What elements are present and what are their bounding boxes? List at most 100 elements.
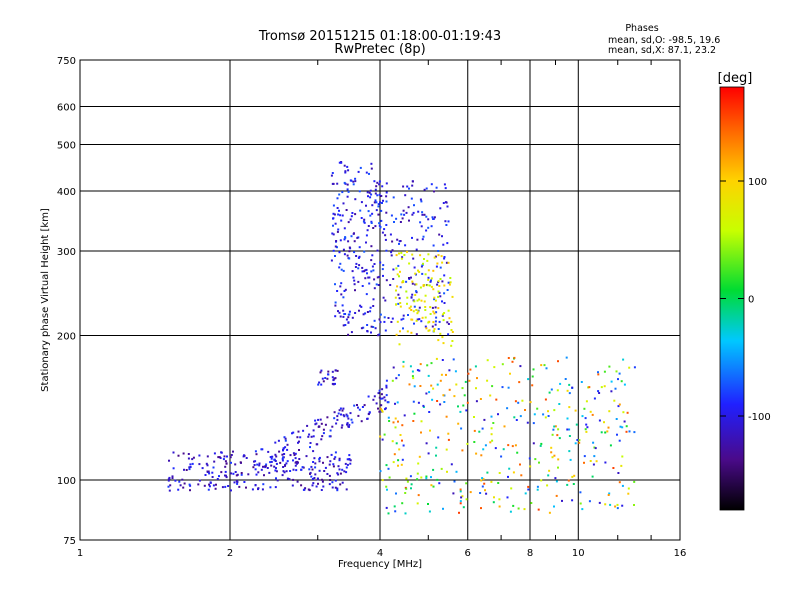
data-point <box>446 289 449 291</box>
data-point <box>372 326 375 328</box>
data-point <box>543 364 546 367</box>
data-point <box>339 315 342 318</box>
data-point <box>432 269 435 272</box>
data-point <box>332 383 335 386</box>
data-point <box>336 290 339 292</box>
data-point <box>460 427 463 430</box>
data-point <box>167 485 170 488</box>
data-point <box>455 470 458 473</box>
data-point <box>354 312 357 314</box>
data-point <box>421 316 424 319</box>
x-tick-label: 6 <box>465 548 471 559</box>
data-point <box>309 442 312 444</box>
data-point <box>433 330 435 333</box>
data-point <box>585 400 588 403</box>
data-point <box>235 474 238 477</box>
data-point <box>612 467 615 469</box>
data-point <box>385 200 388 203</box>
data-point <box>281 474 284 477</box>
data-point <box>284 464 286 467</box>
data-point <box>427 226 430 229</box>
data-point <box>365 171 368 174</box>
data-point <box>476 377 478 380</box>
data-point <box>427 321 430 324</box>
data-point <box>579 502 582 505</box>
data-point <box>424 294 427 297</box>
data-point <box>432 321 435 324</box>
data-point <box>324 466 327 469</box>
data-point <box>318 469 321 472</box>
data-point <box>399 270 401 273</box>
data-point <box>489 441 492 444</box>
data-point <box>389 284 392 286</box>
data-point <box>399 305 402 308</box>
data-point <box>375 201 378 204</box>
data-point <box>203 484 206 487</box>
data-point <box>400 251 403 254</box>
data-point <box>297 441 299 444</box>
data-point <box>191 462 194 465</box>
data-point <box>628 430 631 433</box>
data-point <box>442 243 445 246</box>
data-point <box>433 296 436 299</box>
data-point <box>388 476 391 479</box>
data-point <box>351 212 354 214</box>
data-point <box>410 331 413 334</box>
data-point <box>598 419 601 422</box>
data-point <box>378 275 381 278</box>
data-point <box>385 394 388 397</box>
data-point <box>607 494 610 496</box>
data-point <box>574 409 577 412</box>
data-point <box>332 233 335 236</box>
data-point <box>313 477 316 479</box>
data-point <box>335 422 338 425</box>
colorbar-tick-label: 0 <box>748 295 754 306</box>
data-point <box>484 444 487 447</box>
data-point <box>449 281 452 284</box>
data-point <box>376 181 379 184</box>
data-point <box>545 367 548 370</box>
data-point <box>286 443 289 446</box>
data-point <box>578 439 581 442</box>
data-point <box>521 399 524 402</box>
data-point <box>385 211 388 214</box>
data-point <box>363 404 366 407</box>
data-point <box>369 196 372 199</box>
data-point <box>353 283 356 286</box>
chart-subtitle: RwPretec (8p) <box>334 42 425 57</box>
data-point <box>378 183 381 186</box>
data-point <box>417 310 420 313</box>
data-point <box>311 478 314 480</box>
data-point <box>485 492 488 495</box>
data-point <box>439 295 442 298</box>
data-point <box>438 285 441 287</box>
data-point <box>379 321 382 324</box>
data-point <box>430 183 433 186</box>
data-point <box>355 255 358 257</box>
data-point <box>282 447 285 450</box>
data-point <box>399 434 402 436</box>
data-point <box>425 477 428 480</box>
data-point <box>347 240 350 243</box>
data-point <box>312 450 315 453</box>
data-point <box>424 325 427 328</box>
data-point <box>183 482 186 485</box>
data-point <box>479 398 482 400</box>
data-point <box>221 486 224 489</box>
data-point <box>508 467 511 470</box>
data-point <box>524 409 526 411</box>
data-point <box>282 456 285 459</box>
data-point <box>468 379 471 382</box>
data-point <box>589 410 592 413</box>
data-point <box>447 333 450 336</box>
data-point <box>311 468 314 471</box>
data-point <box>338 311 341 314</box>
data-point <box>358 264 361 267</box>
data-point <box>302 429 305 432</box>
data-point <box>482 448 485 451</box>
data-point <box>529 401 532 404</box>
data-point <box>277 439 280 442</box>
data-point <box>418 306 421 309</box>
data-point <box>224 470 227 473</box>
data-point <box>373 395 376 398</box>
